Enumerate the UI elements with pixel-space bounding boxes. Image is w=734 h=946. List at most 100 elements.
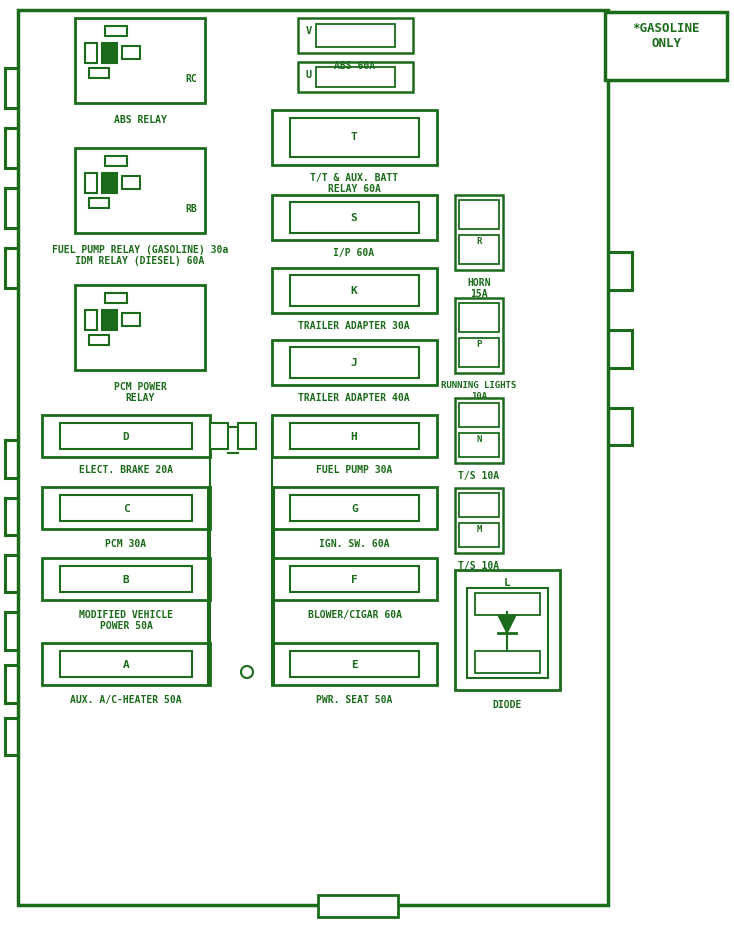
Bar	[89, 198, 109, 208]
Bar	[272, 340, 437, 385]
Bar	[122, 313, 140, 326]
Bar	[455, 570, 560, 690]
Bar	[459, 235, 499, 264]
Bar	[60, 651, 192, 677]
Bar	[105, 156, 127, 166]
Bar	[89, 68, 109, 78]
Bar	[42, 487, 210, 529]
Bar	[475, 651, 540, 673]
Bar	[459, 523, 499, 547]
Bar	[42, 415, 210, 457]
Text: J: J	[351, 358, 357, 368]
Bar	[272, 487, 437, 529]
Text: 10A: 10A	[471, 392, 487, 401]
Text: D: D	[123, 432, 129, 442]
Bar	[605, 12, 727, 80]
Text: C: C	[123, 504, 129, 514]
Text: P: P	[476, 340, 482, 349]
Bar	[459, 433, 499, 457]
Text: T/S 10A: T/S 10A	[459, 561, 500, 571]
Text: B: B	[123, 575, 129, 585]
Text: DIODE: DIODE	[493, 700, 522, 710]
Bar	[105, 26, 127, 36]
Bar	[75, 18, 205, 103]
Bar	[459, 200, 499, 229]
Bar	[316, 67, 395, 87]
Text: BLOWER/CIGAR 60A: BLOWER/CIGAR 60A	[308, 610, 401, 620]
Bar	[89, 335, 109, 345]
Text: H: H	[351, 432, 357, 442]
Bar	[122, 176, 140, 189]
Text: ABS RELAY: ABS RELAY	[114, 115, 167, 125]
Bar	[459, 403, 499, 427]
Bar	[42, 558, 210, 600]
Text: RUNNING LIGHTS: RUNNING LIGHTS	[441, 381, 517, 390]
Bar	[290, 423, 419, 449]
Bar	[85, 173, 97, 193]
Bar	[42, 643, 210, 685]
Bar	[298, 62, 413, 92]
Text: V: V	[306, 26, 312, 36]
Text: TRAILER ADAPTER 40A: TRAILER ADAPTER 40A	[298, 393, 410, 403]
Bar	[318, 895, 398, 917]
Text: FUEL PUMP 30A: FUEL PUMP 30A	[316, 465, 392, 475]
Text: RELAY: RELAY	[126, 393, 155, 403]
Bar	[290, 347, 419, 378]
Text: IGN. SW. 60A: IGN. SW. 60A	[319, 539, 390, 549]
Bar	[85, 310, 97, 330]
Bar	[455, 398, 503, 463]
Text: IDM RELAY (DIESEL) 60A: IDM RELAY (DIESEL) 60A	[76, 256, 205, 266]
Bar	[290, 275, 419, 306]
Text: T/T & AUX. BATT: T/T & AUX. BATT	[310, 173, 398, 183]
Bar	[272, 558, 437, 600]
Bar	[210, 423, 228, 449]
Bar	[455, 195, 503, 270]
Bar	[467, 588, 548, 678]
Text: ONLY: ONLY	[651, 37, 681, 50]
Text: K: K	[351, 286, 357, 296]
Text: HORN: HORN	[468, 278, 491, 288]
Bar	[75, 148, 205, 233]
Bar	[122, 46, 140, 59]
Text: M: M	[476, 525, 482, 534]
Bar	[85, 43, 97, 63]
Text: ELECT. BRAKE 20A: ELECT. BRAKE 20A	[79, 465, 173, 475]
Text: T: T	[351, 132, 357, 142]
Text: POWER 50A: POWER 50A	[100, 621, 153, 631]
Text: F: F	[351, 575, 358, 585]
Bar	[459, 338, 499, 367]
Bar	[60, 566, 192, 592]
Bar	[272, 195, 437, 240]
Text: PWR. SEAT 50A: PWR. SEAT 50A	[316, 695, 393, 705]
Bar	[316, 24, 395, 47]
Text: N: N	[476, 435, 482, 444]
Bar	[102, 43, 117, 63]
Bar	[272, 110, 437, 165]
Text: RELAY 60A: RELAY 60A	[327, 184, 380, 194]
Text: *GASOLINE: *GASOLINE	[632, 22, 700, 35]
Text: RB: RB	[185, 204, 197, 214]
Text: E: E	[351, 660, 358, 670]
Text: 15A: 15A	[470, 289, 488, 299]
Bar	[459, 493, 499, 517]
Bar	[455, 298, 503, 373]
Text: G: G	[351, 504, 358, 514]
Bar	[290, 495, 419, 521]
Bar	[238, 423, 256, 449]
Bar	[75, 285, 205, 370]
Text: TRAILER ADAPTER 30A: TRAILER ADAPTER 30A	[298, 321, 410, 331]
Bar	[290, 566, 419, 592]
Bar	[459, 303, 499, 332]
Text: ABS 60A: ABS 60A	[335, 61, 376, 71]
Bar	[102, 310, 117, 330]
Text: T/S 10A: T/S 10A	[459, 471, 500, 481]
Bar	[298, 18, 413, 53]
Bar	[290, 202, 419, 233]
Bar	[455, 488, 503, 553]
Bar	[272, 643, 437, 685]
Bar	[272, 268, 437, 313]
Text: RC: RC	[185, 74, 197, 84]
Text: A: A	[123, 660, 129, 670]
Bar	[18, 10, 608, 905]
Bar	[272, 415, 437, 457]
